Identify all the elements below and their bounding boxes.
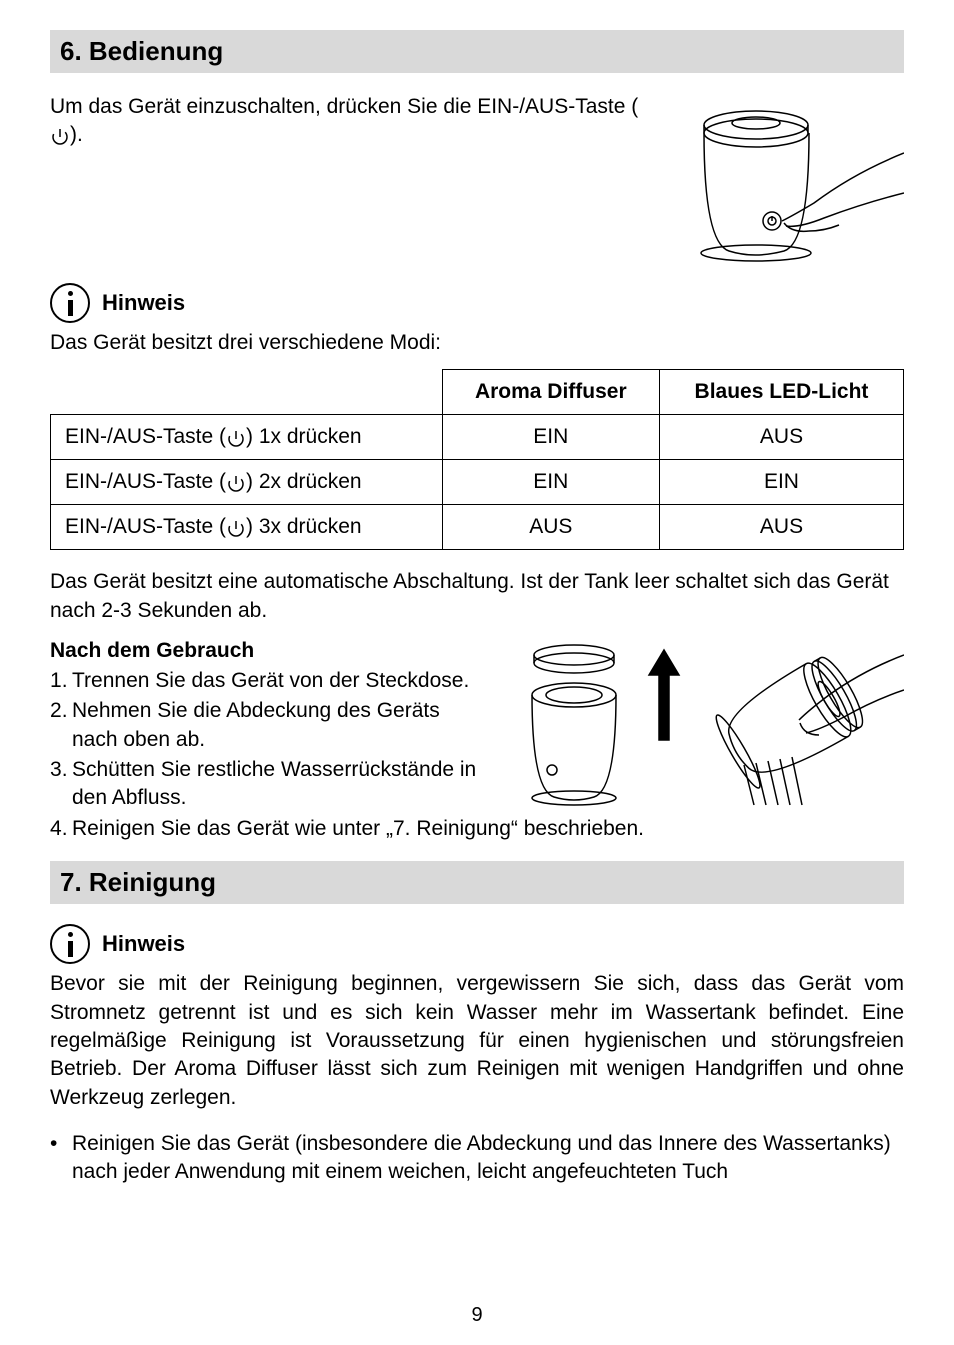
power-icon: [226, 428, 246, 448]
remove-pour-illustration: [504, 635, 904, 815]
press-button-illustration: [674, 93, 904, 263]
intro-text: Um das Gerät einzuschalten, drücken Sie …: [50, 93, 654, 150]
row1-action: EIN-/AUS-Taste ( ) 1x drücken: [51, 415, 443, 460]
modi-text: Das Gerät besitzt drei verschiedene Modi…: [50, 329, 904, 357]
step-3: Schütten Sie restliche Wasserrückstände …: [72, 756, 484, 813]
page-number: 9: [0, 1304, 954, 1327]
table-row: EIN-/AUS-Taste ( ) 3x drücken AUS AUS: [51, 505, 904, 550]
row3-action: EIN-/AUS-Taste ( ) 3x drücken: [51, 505, 443, 550]
section-7-heading: 7. Reinigung: [50, 861, 904, 904]
r3c2: AUS: [659, 505, 903, 550]
col-aroma: Aroma Diffuser: [442, 370, 659, 415]
after-use-steps: Trennen Sie das Gerät von der Steck­dose…: [50, 667, 484, 813]
r1-suf: ) 1x drücken: [246, 425, 362, 448]
step-2: Nehmen Sie die Abdeckung des Geräts nach…: [72, 697, 484, 754]
r1c2: AUS: [659, 415, 903, 460]
hinweis-label-7: Hinweis: [102, 931, 185, 957]
r1-pre: EIN-/AUS-Taste (: [65, 425, 226, 448]
info-icon: [50, 283, 90, 323]
power-icon: [226, 518, 246, 538]
col2-line1: Blaues LED-Licht: [695, 380, 869, 403]
r2c1: EIN: [442, 460, 659, 505]
table-row: EIN-/AUS-Taste ( ) 1x drücken EIN AUS: [51, 415, 904, 460]
table-header-row: Aroma Diffuser Blaues LED-Licht: [51, 370, 904, 415]
intro-post: ).: [70, 123, 83, 146]
step-4: Reinigen Sie das Gerät wie unter „7. Rei…: [72, 815, 904, 843]
auto-off-text: Das Gerät besitzt eine automatische Absc…: [50, 568, 904, 625]
step-1: Trennen Sie das Gerät von der Steck­dose…: [72, 667, 484, 695]
empty-header: [51, 370, 443, 415]
section7-bullets: Reinigen Sie das Gerät (insbesondere die…: [50, 1130, 904, 1187]
r3c1: AUS: [442, 505, 659, 550]
r1c1: EIN: [442, 415, 659, 460]
modes-table: Aroma Diffuser Blaues LED-Licht EIN-/AUS…: [50, 369, 904, 550]
table-row: EIN-/AUS-Taste ( ) 2x drücken EIN EIN: [51, 460, 904, 505]
power-icon: [50, 126, 70, 146]
r2-suf: ) 2x drücken: [246, 470, 362, 493]
r2-pre: EIN-/AUS-Taste (: [65, 470, 226, 493]
intro-pre: Um das Gerät einzuschalten, drücken Sie …: [50, 95, 638, 118]
col1-line1: Aroma Diffuser: [475, 380, 627, 403]
hinweis-label: Hinweis: [102, 290, 185, 316]
section-6-heading: 6. Bedienung: [50, 30, 904, 73]
after-use-steps-cont: Reinigen Sie das Gerät wie unter „7. Rei…: [50, 815, 904, 843]
section7-para: Bevor sie mit der Reinigung beginnen, ve…: [50, 970, 904, 1112]
r3-suf: ) 3x drücken: [246, 515, 362, 538]
col-led: Blaues LED-Licht: [659, 370, 903, 415]
after-use-heading: Nach dem Gebrauch: [50, 639, 484, 663]
info-icon: [50, 924, 90, 964]
power-icon: [226, 473, 246, 493]
row2-action: EIN-/AUS-Taste ( ) 2x drücken: [51, 460, 443, 505]
bullet-1: Reinigen Sie das Gerät (insbesondere die…: [72, 1130, 904, 1187]
r3-pre: EIN-/AUS-Taste (: [65, 515, 226, 538]
r2c2: EIN: [659, 460, 903, 505]
